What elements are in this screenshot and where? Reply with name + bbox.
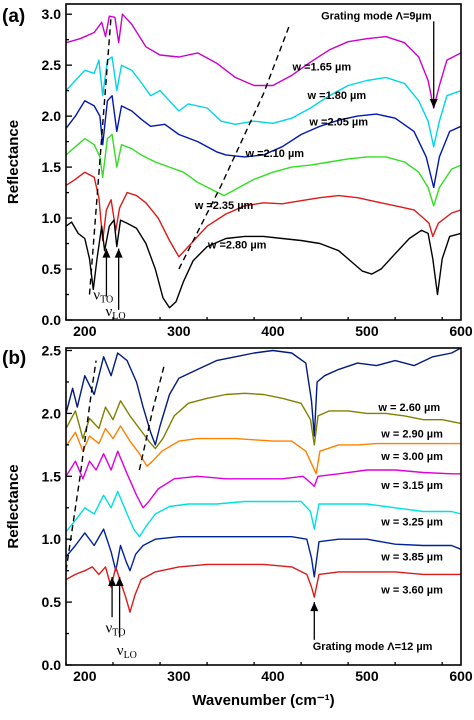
grating-mode-label: Grating mode Λ=12 µm (313, 641, 433, 653)
dashed-guide-line (66, 360, 97, 571)
curve-label: w =2.80 µm (207, 240, 267, 252)
nu-symbol: ν (106, 304, 113, 320)
y-tick-label: 2.0 (42, 405, 62, 421)
x-tick-label: 600 (449, 323, 473, 339)
phonon-mode-label: νLO (106, 304, 126, 322)
curve-label: w =2.05 µm (308, 116, 368, 128)
series-line-6 (66, 528, 461, 578)
nu-symbol: ν (106, 620, 113, 636)
series-line-2 (66, 392, 461, 450)
dashed-guide-line (138, 362, 166, 471)
series-line-5 (66, 490, 461, 538)
x-tick-label: 600 (449, 668, 473, 684)
mode-subscript: TO (112, 627, 125, 638)
arrow-head (114, 248, 123, 258)
plot-frame (65, 3, 462, 321)
arrow-head (310, 602, 319, 612)
y-tick-label: 0.0 (42, 312, 62, 328)
x-tick-label: 500 (355, 668, 379, 684)
series-line-1 (66, 348, 461, 446)
phonon-mode-label: νTO (106, 620, 126, 638)
series-line-1 (66, 13, 461, 109)
arrow-head (102, 248, 111, 258)
panel-label: (b) (2, 348, 26, 369)
plot-area (66, 13, 461, 309)
curve-label: w = 3.60 µm (380, 584, 443, 596)
y-tick-label: 0.5 (42, 261, 62, 277)
series-line-7 (66, 563, 461, 613)
x-tick-label: 400 (261, 323, 285, 339)
curve-label: w = 2.90 µm (380, 428, 443, 440)
arrow-head (108, 576, 117, 586)
curve-label: w =2.10 µm (244, 148, 304, 160)
dashed-guide-line (178, 24, 291, 270)
panel-label: (a) (2, 6, 25, 27)
curve-label: w = 3.15 µm (380, 480, 443, 492)
y-tick-label: 1.0 (42, 210, 62, 226)
x-tick-label: 500 (355, 323, 379, 339)
series-line-2 (66, 56, 461, 148)
x-tick-label: 200 (73, 323, 97, 339)
x-tick-label: 200 (73, 668, 97, 684)
mode-subscript: LO (112, 311, 125, 322)
nu-symbol: ν (93, 288, 100, 304)
grating-mode-label: Grating mode Λ=9µm (321, 10, 432, 22)
phonon-mode-label: νTO (93, 288, 113, 306)
curve-label: w = 3.85 µm (380, 552, 443, 564)
panel-a: 200 300 400 500 600 0.0 0.5 1.0 1.5 2.0 2.5 3.0 Refl… (2, 3, 473, 339)
phonon-mode-label: νLO (117, 643, 137, 661)
x-axis-label: Wavenumber (cm⁻¹) (192, 692, 334, 709)
y-tick-label: 0.5 (42, 594, 62, 610)
arrow-head (429, 98, 438, 108)
mode-subscript: TO (100, 295, 113, 306)
y-axis-label: Reflectance (5, 464, 22, 548)
series-line-6 (66, 219, 461, 309)
x-tick-label: 400 (261, 668, 285, 684)
nu-symbol: ν (117, 643, 124, 659)
plot-area (66, 348, 461, 613)
panel-b: 200 300 400 500 600 0.0 0.5 1.0 1.5 2.0 2.5 Reflect… (2, 343, 473, 709)
y-tick-label: 0.0 (42, 657, 62, 673)
series-line-4 (66, 450, 461, 509)
y-tick-label: 3.0 (42, 6, 62, 22)
x-tick-label: 300 (167, 668, 191, 684)
y-tick-label: 2.5 (42, 57, 62, 73)
mode-subscript: LO (124, 650, 137, 661)
y-tick-label: 1.5 (42, 159, 62, 175)
y-tick-label: 1.5 (42, 468, 62, 484)
y-tick-label: 1.0 (42, 531, 62, 547)
series-line-3 (66, 425, 461, 475)
curve-label: w = 2.60 µm (377, 402, 440, 414)
series-line-5 (66, 171, 461, 258)
curve-label: w = 3.25 µm (380, 516, 443, 528)
y-tick-label: 2.0 (42, 108, 62, 124)
curve-label: w =1.65 µm (291, 61, 351, 73)
y-tick-label: 2.5 (42, 343, 62, 359)
arrow-head (115, 576, 124, 586)
curve-label: w = 3.00 µm (380, 451, 443, 463)
plot-frame (65, 347, 462, 666)
series-line-3 (66, 95, 461, 189)
curve-label: w =2.35 µm (194, 200, 254, 212)
x-tick-label: 300 (167, 323, 191, 339)
curve-label: w =1.80 µm (307, 90, 367, 102)
y-axis-label: Reflectance (5, 120, 22, 204)
dashed-guide-line (88, 16, 112, 295)
